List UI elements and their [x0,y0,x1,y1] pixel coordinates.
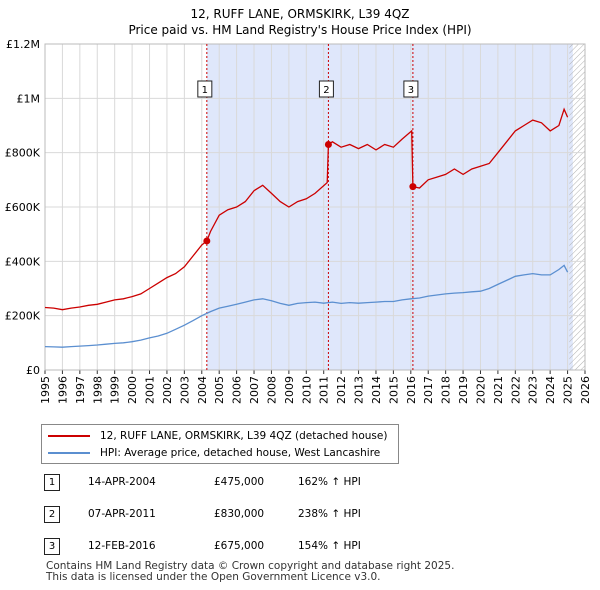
sale-price: £475,000 [214,476,265,488]
x-tick-label: 2011 [318,376,331,404]
x-tick-label: 2019 [457,376,470,404]
x-tick-label: 2025 [562,376,575,404]
hpi-line [44,264,569,348]
legend-item-hpi: HPI: Average price, detached house, West… [48,445,380,461]
x-tick-label: 2004 [196,376,209,404]
y-tick-label: £0 [26,364,40,377]
legend-swatch-property [48,435,90,437]
legend-swatch-hpi [48,452,90,454]
x-tick-label: 1999 [109,376,122,404]
chart-title: 12, RUFF LANE, ORMSKIRK, L39 4QZ [190,7,410,21]
sale-point [324,141,332,149]
sale-hpi-change: 162% ↑ HPI [298,476,361,488]
x-tick-label: 2015 [387,376,400,404]
x-tick-label: 2017 [422,376,435,404]
plot-border [44,43,586,371]
sale-date: 14-APR-2004 [88,476,156,488]
legend-item-property: 12, RUFF LANE, ORMSKIRK, L39 4QZ (detach… [48,428,387,444]
chart-subtitle: Price paid vs. HM Land Registry's House … [128,23,472,37]
y-tick-label: £400K [5,255,41,268]
sale-date: 12-FEB-2016 [88,540,156,552]
sale-marker-box [403,80,419,98]
x-tick-label: 2020 [474,376,487,404]
x-tick-label: 2008 [265,376,278,404]
x-tick-label: 1998 [91,376,104,404]
y-tick-label: £1.2M [6,38,40,51]
y-tick-label: £200K [5,310,41,323]
y-tick-label: £600K [5,201,41,214]
sale-row: 3 12-FEB-2016 £675,000 154% ↑ HPI [44,538,464,556]
x-tick-label: 2009 [283,376,296,404]
footer-licence: This data is licensed under the Open Gov… [46,571,381,583]
sale-marker-label: 3 [408,85,414,96]
x-tick-label: 2023 [527,376,540,404]
sale-hpi-change: 154% ↑ HPI [298,540,361,552]
x-tick-label: 2002 [161,376,174,404]
x-tick-label: 2022 [509,376,522,404]
sale-marker-label: 1 [202,85,208,96]
x-tick-label: 1996 [56,376,69,404]
sale-row: 2 07-APR-2011 £830,000 238% ↑ HPI [44,506,464,524]
x-tick-label: 2026 [579,376,592,404]
legend: 12, RUFF LANE, ORMSKIRK, L39 4QZ (detach… [41,424,399,464]
x-tick-label: 2012 [335,376,348,404]
sale-number-badge: 1 [44,474,60,491]
x-tick-label: 2000 [126,376,139,404]
legend-label-hpi: HPI: Average price, detached house, West… [100,447,381,459]
footer-copyright: Contains HM Land Registry data © Crown c… [46,560,455,572]
sale-point [409,183,417,191]
sale-date: 07-APR-2011 [88,508,156,520]
property-price-line [44,107,569,311]
footer: Contains HM Land Registry data © Crown c… [46,561,454,583]
x-tick-label: 2007 [248,376,261,404]
x-tick-label: 2001 [144,376,157,404]
x-tick-label: 2006 [231,376,244,404]
x-tick-label: 2024 [544,376,557,404]
x-tick-label: 2010 [300,376,313,404]
sale-price: £675,000 [214,540,265,552]
price-chart: £0 £200K £400K £600K £800K £1M £1.2M 1995 1996 19… [5,38,592,404]
x-tick-label: 2021 [492,376,505,404]
sale-price: £830,000 [214,508,265,520]
sale-number-badge: 3 [44,538,60,555]
sale-number-badge: 2 [44,506,60,523]
x-tick-label: 1997 [74,376,87,404]
y-tick-label: £800K [5,147,41,160]
sale-point [203,237,211,245]
x-tick-label: 2005 [213,376,226,404]
x-tick-label: 2003 [178,376,191,404]
sale-marker-box [318,80,334,98]
sale-marker-box [197,80,213,98]
x-tick-label: 1995 [39,376,52,404]
legend-label-property: 12, RUFF LANE, ORMSKIRK, L39 4QZ (detach… [100,430,388,442]
x-tick-label: 2014 [370,376,383,404]
x-tick-label: 2018 [440,376,453,404]
sale-hpi-change: 238% ↑ HPI [298,508,361,520]
x-tick-label: 2016 [405,376,418,404]
x-tick-label: 2013 [353,376,366,404]
sale-marker-label: 2 [323,85,329,96]
y-tick-label: £1M [17,92,41,105]
sale-row: 1 14-APR-2004 £475,000 162% ↑ HPI [44,474,464,492]
